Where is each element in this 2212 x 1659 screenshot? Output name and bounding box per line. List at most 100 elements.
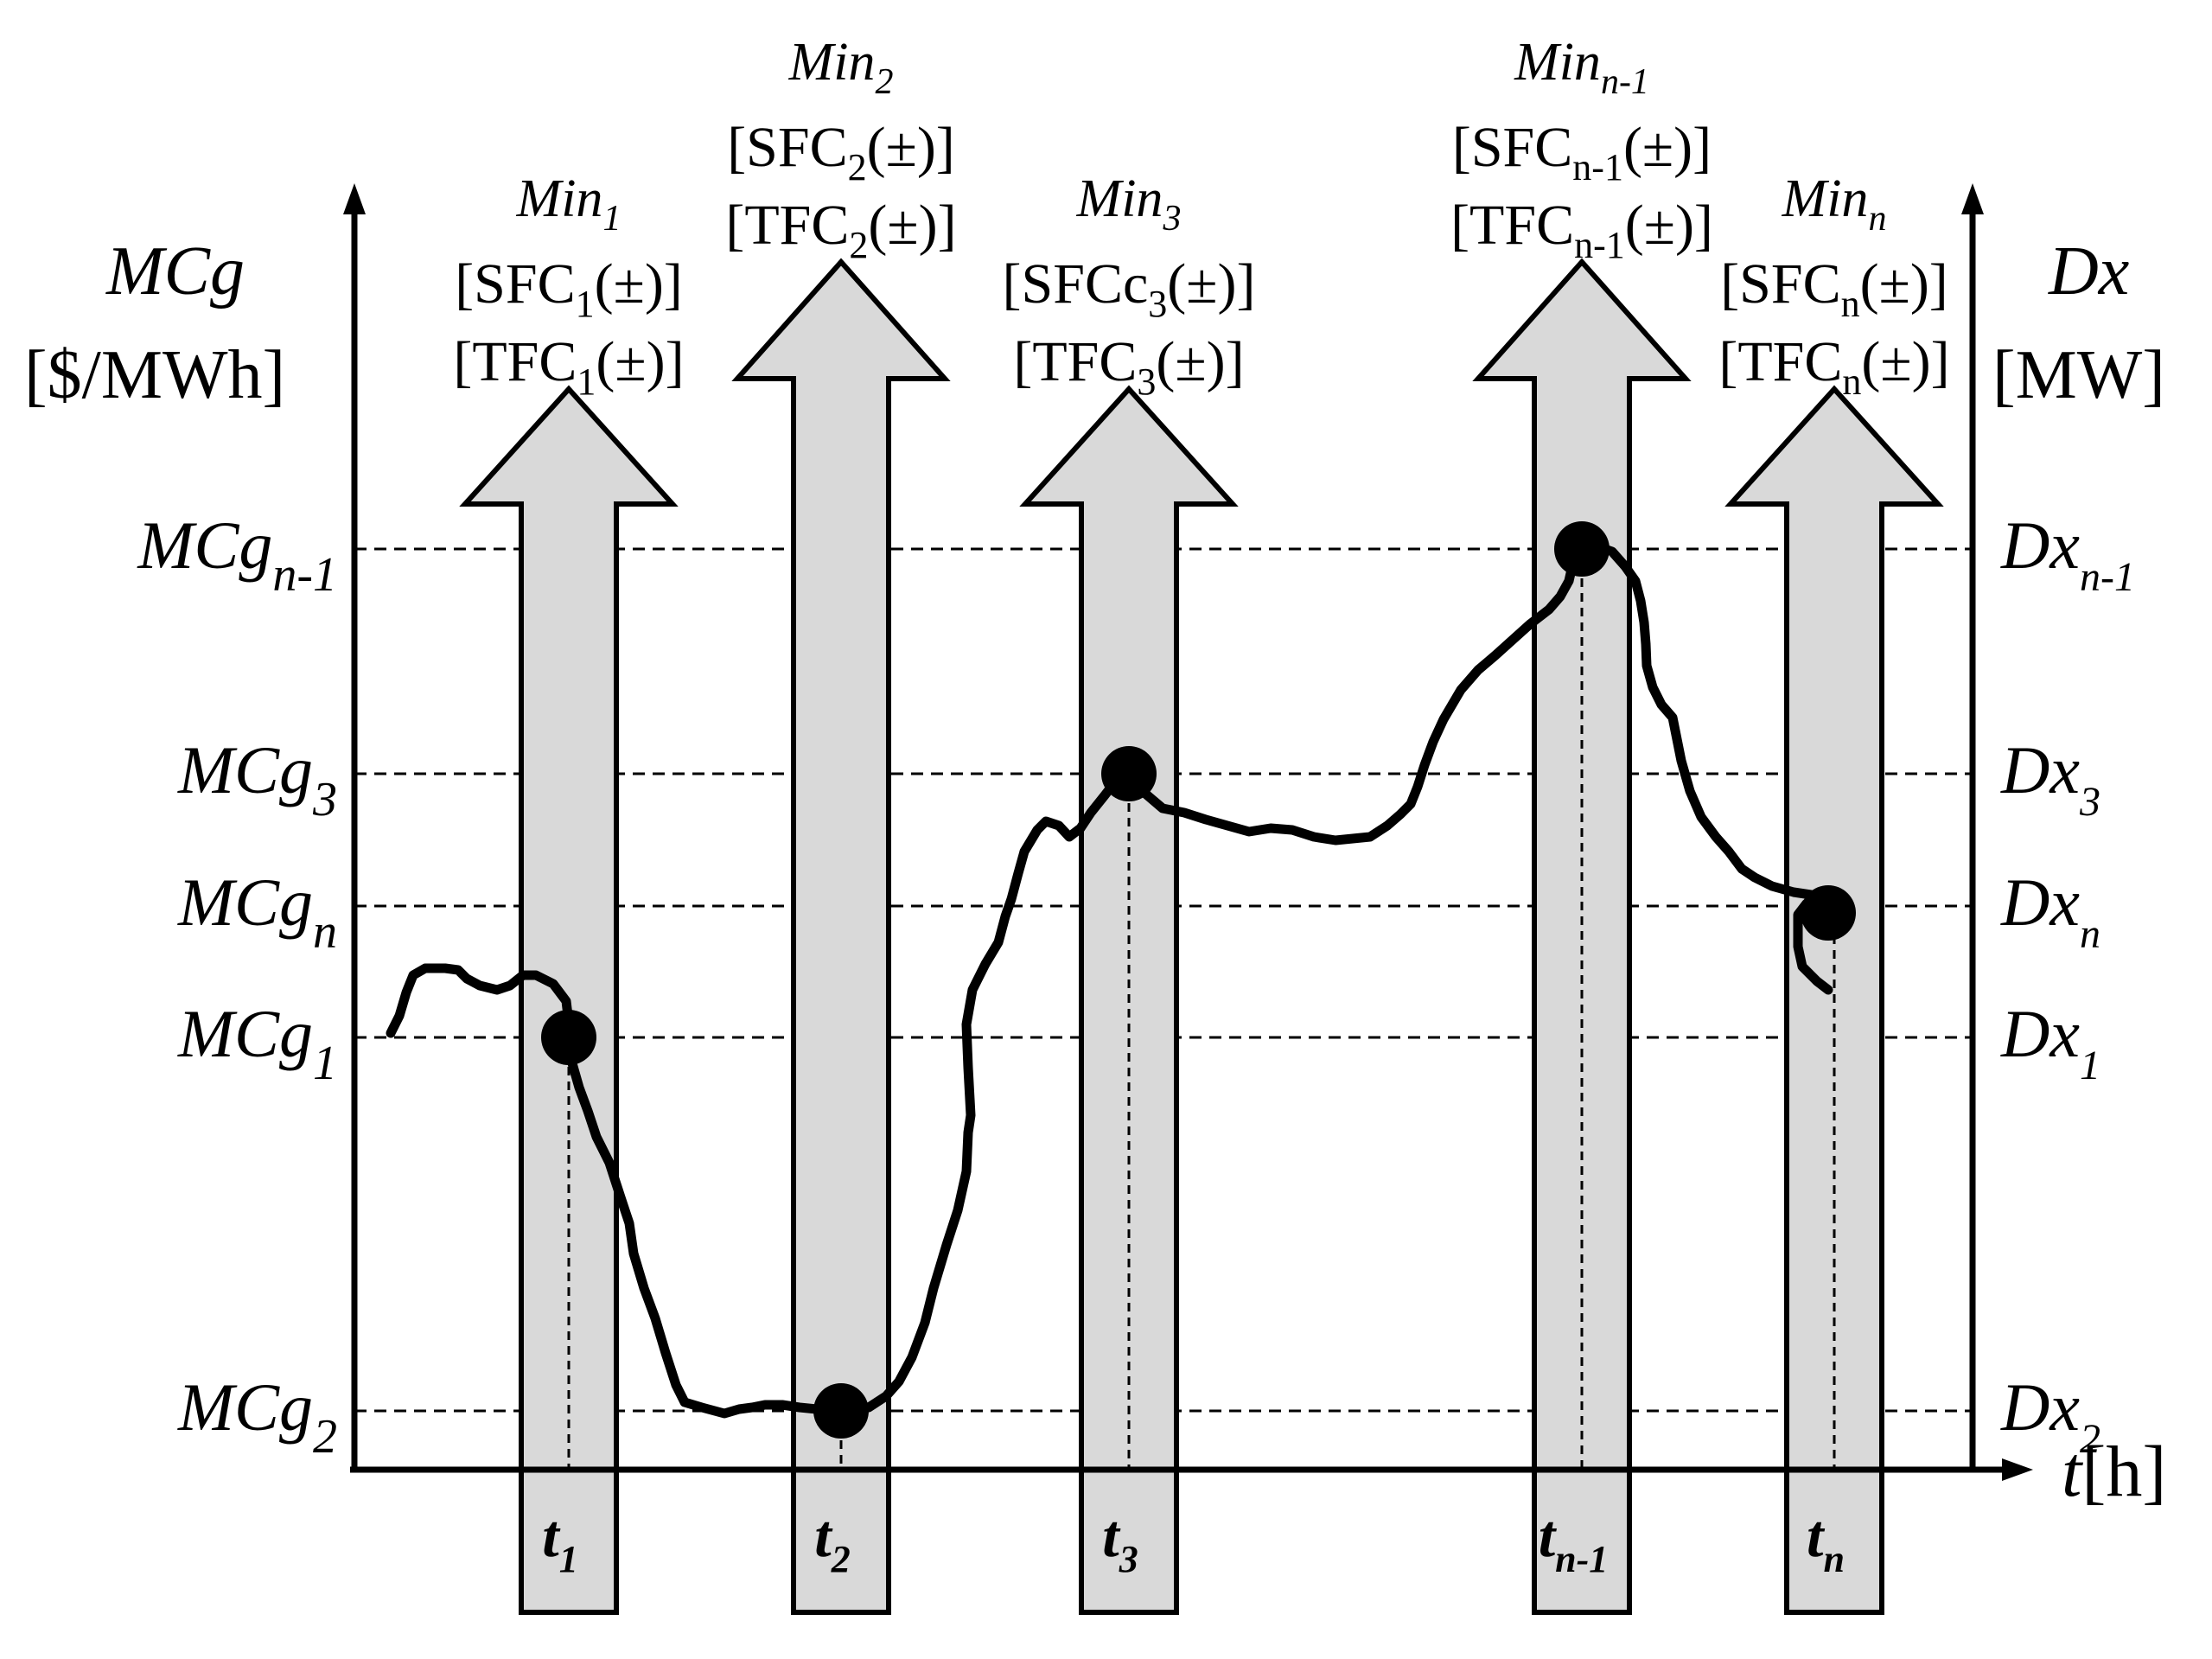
min-subscript: 1 xyxy=(602,199,621,239)
left-level-label-3: MCg3 xyxy=(177,732,337,826)
sfc-label: [SFCn(±)] xyxy=(1720,252,1948,325)
right-level-subscript: 3 xyxy=(2079,779,2100,825)
right-level-subscript: 2 xyxy=(2080,1416,2100,1462)
right-level-symbol: Dx xyxy=(2000,996,2080,1071)
min-subscript: 2 xyxy=(875,62,893,102)
left-level-symbol: MCg xyxy=(177,865,313,940)
left-axis-symbol: MCg xyxy=(105,233,245,309)
right-axis-arrowhead xyxy=(1961,183,1984,214)
tfc-prefix: [TFC xyxy=(725,194,849,257)
left-level-subscript: n xyxy=(313,905,337,959)
sfc-label: [SFC2(±)] xyxy=(727,116,955,188)
left-axis-unit: [$/MWh] xyxy=(24,337,285,413)
tfc-prefix: [TFC xyxy=(1013,330,1137,393)
time-axis-arrowhead xyxy=(2002,1458,2033,1481)
sfc-prefix: [SFCc xyxy=(1003,252,1149,316)
sfc-label: [SFCn-1(±)] xyxy=(1452,116,1712,188)
sfc-subscript: 2 xyxy=(848,146,867,188)
left-level-subscript: 3 xyxy=(312,773,337,826)
min-label: Min3 xyxy=(1076,169,1182,239)
tfc-prefix: [TFC xyxy=(1450,194,1574,257)
right-level-symbol: Dx xyxy=(2000,865,2080,940)
right-level-subscript: n xyxy=(2080,911,2100,957)
sfc-subscript: n-1 xyxy=(1572,146,1623,188)
left-level-subscript: n-1 xyxy=(272,548,337,602)
tfc-suffix: (±)] xyxy=(868,194,956,257)
right-level-label-n: Dxn xyxy=(2000,865,2100,957)
right-level-subscript: n-1 xyxy=(2080,554,2135,600)
left-level-symbol: MCg xyxy=(137,507,272,583)
time-subscript: 2 xyxy=(831,1538,851,1580)
left-level-label-1: MCg1 xyxy=(177,996,337,1090)
point-2 xyxy=(813,1383,869,1439)
left-level-symbol: MCg xyxy=(177,1369,313,1445)
tfc-subscript: 2 xyxy=(849,224,868,266)
left-level-symbol: MCg xyxy=(177,732,313,807)
left-level-label-n-1: MCgn-1 xyxy=(137,507,337,602)
time-label-1: t1 xyxy=(542,1503,577,1580)
sfc-prefix: [SFC xyxy=(455,252,575,316)
left-level-symbol: MCg xyxy=(177,996,313,1071)
tfc-label: [TFC1(±)] xyxy=(453,330,684,403)
time-label-n-1: tn-1 xyxy=(1539,1503,1609,1580)
left-level-label-2: MCg2 xyxy=(177,1369,337,1464)
sfc-prefix: [SFC xyxy=(727,116,847,179)
min-word: Min xyxy=(788,33,876,92)
interval-headers: Min1[SFC1(±)][TFC1(±)]Min2[SFC2(±)][TFC2… xyxy=(453,33,1949,403)
left-level-label-n: MCgn xyxy=(177,865,337,959)
min-label: Min1 xyxy=(516,169,622,239)
sfc-suffix: (±)] xyxy=(595,252,683,316)
tfc-subscript: n xyxy=(1842,361,1861,403)
operating-points xyxy=(541,521,1856,1439)
point-1 xyxy=(541,1010,596,1065)
right-level-label-1: Dx1 xyxy=(2000,996,2100,1088)
right-axis-symbol: Dx xyxy=(2048,233,2129,309)
time-letter: t xyxy=(1102,1503,1121,1570)
drop-lines xyxy=(567,549,1836,1470)
tfc-subscript: 3 xyxy=(1137,361,1156,403)
left-axis-arrowhead xyxy=(343,183,366,214)
time-subscript: 3 xyxy=(1119,1538,1138,1580)
sfc-suffix: (±)] xyxy=(1623,116,1712,179)
time-label-n: tn xyxy=(1807,1503,1845,1580)
right-level-label-3: Dx3 xyxy=(2000,732,2100,825)
tfc-suffix: (±)] xyxy=(596,330,684,393)
tfc-subscript: n-1 xyxy=(1574,224,1625,266)
time-axis-label: t[h] xyxy=(2062,1432,2166,1512)
min-word: Min xyxy=(1514,33,1601,92)
right-level-symbol: Dx xyxy=(2000,507,2080,583)
interval-header-n: Minn[SFCn(±)][TFCn(±)] xyxy=(1718,169,1949,403)
time-subscript: n-1 xyxy=(1555,1538,1608,1580)
min-label: Min2 xyxy=(788,33,894,102)
tfc-label: [TFCn-1(±)] xyxy=(1450,194,1713,266)
time-subscript: 1 xyxy=(559,1538,578,1580)
sfc-subscript: 1 xyxy=(576,283,595,325)
time-letter: t xyxy=(1539,1503,1558,1570)
tfc-prefix: [TFC xyxy=(1718,330,1842,393)
axes xyxy=(343,183,2033,1481)
time-label-3: t3 xyxy=(1102,1503,1138,1580)
interval-header-n-1: Minn-1[SFCn-1(±)][TFCn-1(±)] xyxy=(1450,33,1713,266)
left-level-subscript: 1 xyxy=(313,1037,337,1090)
time-subscript: n xyxy=(1823,1538,1844,1580)
sfc-suffix: (±)] xyxy=(1860,252,1948,316)
marginal-cost-curve xyxy=(386,541,1833,1419)
right-level-symbol: Dx xyxy=(2000,1369,2080,1445)
tfc-suffix: (±)] xyxy=(1861,330,1949,393)
axis-titles: MCg [$/MWh] Dx [MW] t[h] xyxy=(24,233,2166,1512)
tfc-label: [TFC3(±)] xyxy=(1013,330,1244,403)
right-level-symbol: Dx xyxy=(2000,732,2080,807)
interval-header-2: Min2[SFC2(±)][TFC2(±)] xyxy=(725,33,956,266)
min-subscript: n xyxy=(1868,199,1886,239)
left-level-subscript: 2 xyxy=(313,1410,337,1464)
sfc-subscript: n xyxy=(1841,283,1860,325)
interval-header-1: Min1[SFC1(±)][TFC1(±)] xyxy=(453,169,684,403)
time-labels: t1 t2 t3 tn-1 tn xyxy=(542,1503,1845,1580)
right-level-label-n-1: Dxn-1 xyxy=(2000,507,2135,600)
point-3 xyxy=(1101,746,1157,801)
time-letter: t xyxy=(1807,1503,1826,1570)
interval-header-3: Min3 [SFCc3(±)][TFC3(±)] xyxy=(1003,169,1256,403)
sfc-label: [SFCc3(±)] xyxy=(1003,252,1256,325)
